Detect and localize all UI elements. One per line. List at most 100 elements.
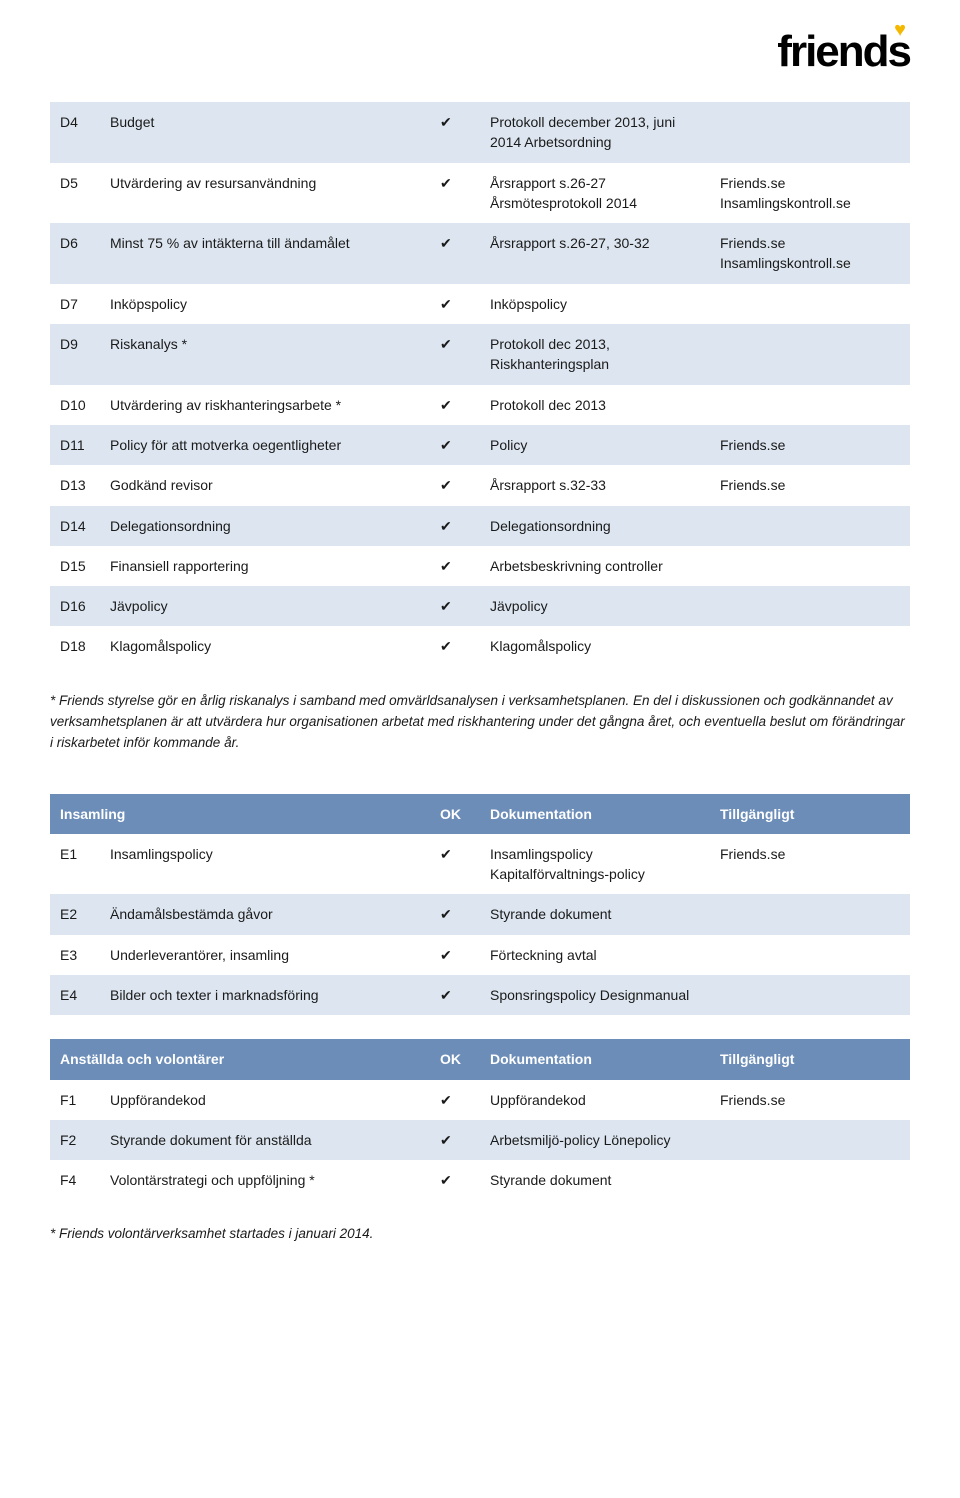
footnote-2: * Friends volontärverksamhet startades i…: [50, 1224, 910, 1245]
check-icon: ✔: [440, 1172, 452, 1188]
row-doc: Sponsringspolicy Designmanual: [480, 975, 710, 1015]
table-row: D4Budget✔Protokoll december 2013, juni 2…: [50, 102, 910, 163]
row-code: E1: [50, 834, 100, 895]
row-code: D5: [50, 163, 100, 224]
row-doc: Protokoll dec 2013, Riskhanteringsplan: [480, 324, 710, 385]
row-ok: ✔: [430, 425, 480, 465]
header-doc: Dokumentation: [480, 1039, 710, 1079]
header-ok: OK: [430, 794, 480, 834]
table-row: E4Bilder och texter i marknadsföring ✔ Spo…: [50, 975, 910, 1015]
check-icon: ✔: [440, 336, 452, 352]
table-row: D15Finansiell rapportering ✔ Arbetsbeskriv…: [50, 546, 910, 586]
check-icon: ✔: [440, 235, 452, 251]
table-row: D6Minst 75 % av intäkterna till ändamåle…: [50, 223, 910, 284]
footnote-1: * Friends styrelse gör en årlig riskanal…: [50, 691, 910, 754]
table-row: F1Uppförandekod✔UppförandekodFriends.se: [50, 1080, 910, 1120]
row-doc: Inköpspolicy: [480, 284, 710, 324]
row-desc: Riskanalys *: [100, 324, 430, 385]
row-code: E3: [50, 935, 100, 975]
row-avail: [710, 586, 910, 626]
row-doc: Klagomålspolicy: [480, 626, 710, 666]
row-code: E4: [50, 975, 100, 1015]
row-desc: Uppförandekod: [100, 1080, 430, 1120]
row-avail: [710, 626, 910, 666]
table-row: D5Utvärdering av resursanvändning ✔ Årsrap…: [50, 163, 910, 224]
row-desc: Styrande dokument för anställda: [100, 1120, 430, 1160]
row-avail: [710, 894, 910, 934]
row-desc: Minst 75 % av intäkterna till ändamålet: [100, 223, 430, 284]
header-ok: OK: [430, 1039, 480, 1079]
row-ok: ✔: [430, 975, 480, 1015]
row-avail: [710, 1160, 910, 1200]
row-avail: Friends.se: [710, 425, 910, 465]
table-row: F2Styrande dokument för anställda✔Arbets…: [50, 1120, 910, 1160]
check-icon: ✔: [440, 296, 452, 312]
check-icon: ✔: [440, 518, 452, 534]
header-title: Insamling: [50, 794, 430, 834]
check-icon: ✔: [440, 598, 452, 614]
row-desc: Finansiell rapportering: [100, 546, 430, 586]
table-row: D11Policy för att motverka oegentlighete…: [50, 425, 910, 465]
row-avail: Friends.se: [710, 1080, 910, 1120]
row-desc: Godkänd revisor: [100, 465, 430, 505]
row-avail: [710, 284, 910, 324]
row-avail: Friends.se Insamlingskontroll.se: [710, 163, 910, 224]
check-icon: ✔: [440, 437, 452, 453]
row-ok: ✔: [430, 894, 480, 934]
check-icon: ✔: [440, 987, 452, 1003]
logo-container: friends ♥: [50, 30, 910, 74]
row-doc: Årsrapport s.32-33: [480, 465, 710, 505]
row-doc: Insamlingspolicy Kapitalförvaltnings-pol…: [480, 834, 710, 895]
row-desc: Utvärdering av resursanvändning: [100, 163, 430, 224]
heart-icon: ♥: [894, 20, 906, 40]
row-doc: Delegationsordning: [480, 506, 710, 546]
check-icon: ✔: [440, 1092, 452, 1108]
row-desc: Klagomålspolicy: [100, 626, 430, 666]
row-ok: ✔: [430, 385, 480, 425]
table-row: D14Delegationsordning✔Delegationsordning: [50, 506, 910, 546]
row-desc: Ändamålsbestämda gåvor: [100, 894, 430, 934]
table-row: D16Jävpolicy✔Jävpolicy: [50, 586, 910, 626]
row-avail: [710, 975, 910, 1015]
check-icon: ✔: [440, 558, 452, 574]
table-row: E3Underleverantörer, insamling✔Förteckni…: [50, 935, 910, 975]
row-code: D4: [50, 102, 100, 163]
row-avail: [710, 385, 910, 425]
check-icon: ✔: [440, 1132, 452, 1148]
header-avail: Tillgängligt: [710, 794, 910, 834]
row-avail: Friends.se: [710, 834, 910, 895]
row-ok: ✔: [430, 465, 480, 505]
check-icon: ✔: [440, 175, 452, 191]
row-code: D16: [50, 586, 100, 626]
table-row: F4Volontärstrategi och uppföljning *✔Sty…: [50, 1160, 910, 1200]
row-code: D13: [50, 465, 100, 505]
row-ok: ✔: [430, 163, 480, 224]
row-ok: ✔: [430, 102, 480, 163]
row-doc: Styrande dokument: [480, 894, 710, 934]
row-doc: Arbetsbeskrivning controller: [480, 546, 710, 586]
row-avail: Friends.se: [710, 465, 910, 505]
check-icon: ✔: [440, 397, 452, 413]
row-desc: Bilder och texter i marknadsföring: [100, 975, 430, 1015]
row-avail: [710, 935, 910, 975]
row-avail: Friends.se Insamlingskontroll.se: [710, 223, 910, 284]
row-code: E2: [50, 894, 100, 934]
row-code: D10: [50, 385, 100, 425]
row-doc: Styrande dokument: [480, 1160, 710, 1200]
table-row: D13Godkänd revisor✔Årsrapport s.32-33Fri…: [50, 465, 910, 505]
row-desc: Utvärdering av riskhanteringsarbete *: [100, 385, 430, 425]
row-avail: [710, 1120, 910, 1160]
row-desc: Inköpspolicy: [100, 284, 430, 324]
row-ok: ✔: [430, 1080, 480, 1120]
row-avail: [710, 324, 910, 385]
header-avail: Tillgängligt: [710, 1039, 910, 1079]
check-icon: ✔: [440, 906, 452, 922]
row-avail: [710, 102, 910, 163]
row-doc: Årsrapport s.26-27, 30-32: [480, 223, 710, 284]
row-doc: Policy: [480, 425, 710, 465]
row-desc: Policy för att motverka oegentligheter: [100, 425, 430, 465]
row-code: F4: [50, 1160, 100, 1200]
table-row: D9Riskanalys *✔Protokoll dec 2013, Riskh…: [50, 324, 910, 385]
row-code: D15: [50, 546, 100, 586]
row-doc: Årsrapport s.26-27 Årsmötesprotokoll 201…: [480, 163, 710, 224]
